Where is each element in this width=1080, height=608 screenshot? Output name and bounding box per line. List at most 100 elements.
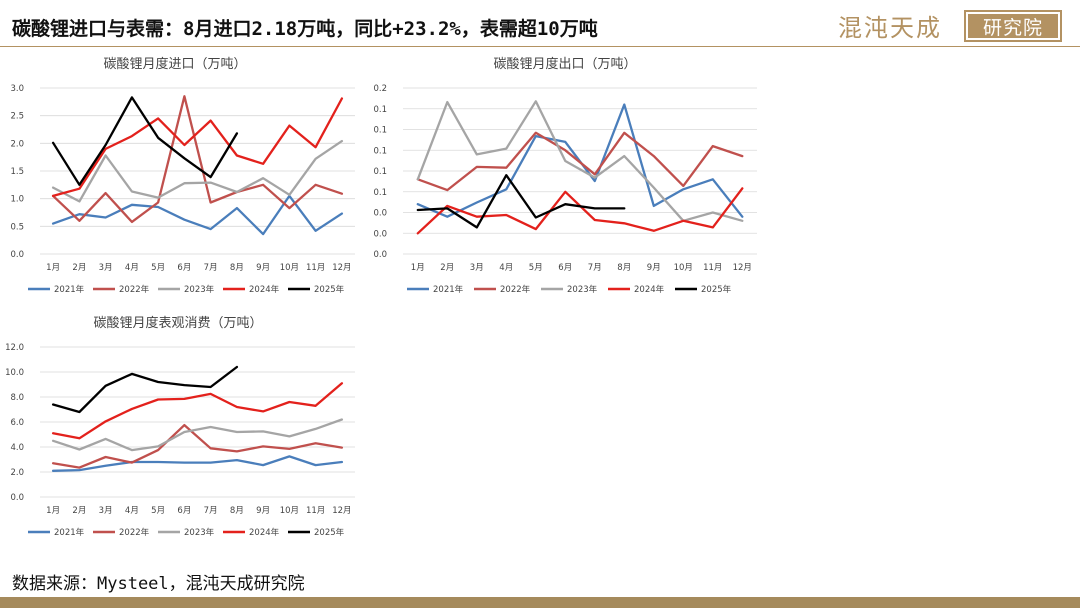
x-tick-label: 3月 <box>99 506 113 516</box>
chart-title: 碳酸锂月度表观消费（万吨） <box>93 315 262 331</box>
legend-label: 2021年 <box>54 284 85 295</box>
y-tick-label: 0.0 <box>373 229 387 239</box>
y-tick-label: 2.5 <box>10 112 24 122</box>
legend-label: 2023年 <box>184 527 215 538</box>
x-tick-label: 1月 <box>46 263 60 273</box>
page-headline: 碳酸锂进口与表需：8月进口2.18万吨，同比+23.2%，表需超10万吨 <box>12 18 598 40</box>
y-tick-label: 1.5 <box>10 167 24 177</box>
series-line-2022年 <box>51 95 344 224</box>
logo-box-text: 研究院 <box>964 10 1062 42</box>
x-tick-label: 2月 <box>72 506 86 516</box>
legend-label: 2023年 <box>567 284 598 295</box>
series-line-2024年 <box>51 97 344 198</box>
y-tick-label: 6.0 <box>10 418 24 428</box>
y-tick-label: 0.0 <box>10 250 24 260</box>
company-logo: 混沌天成 研究院 <box>838 4 1070 44</box>
legend-label: 2025年 <box>701 284 732 295</box>
y-tick-label: 0.0 <box>373 209 387 219</box>
legend-label: 2022年 <box>119 527 150 538</box>
x-tick-label: 10月 <box>280 263 299 273</box>
legend-label: 2021年 <box>54 527 85 538</box>
x-tick-label: 4月 <box>125 263 139 273</box>
y-tick-label: 3.0 <box>10 84 24 94</box>
series-line-2022年 <box>416 131 744 192</box>
series-line-2021年 <box>416 103 744 218</box>
series-line-2024年 <box>416 187 744 235</box>
x-tick-label: 11月 <box>703 263 722 273</box>
legend-label: 2024年 <box>634 284 665 295</box>
x-tick-label: 12月 <box>332 506 351 516</box>
y-tick-label: 0.1 <box>373 146 387 156</box>
x-tick-label: 10月 <box>280 506 299 516</box>
y-tick-label: 0.1 <box>373 167 387 177</box>
chart-title: 碳酸锂月度出口（万吨） <box>493 56 636 72</box>
series-line-2022年 <box>51 423 344 469</box>
data-source-note: 数据来源：Mysteel，混沌天成研究院 <box>12 574 305 594</box>
y-tick-label: 1.0 <box>10 195 24 205</box>
x-tick-label: 12月 <box>733 263 752 273</box>
x-tick-label: 7月 <box>204 506 218 516</box>
series-line-2021年 <box>51 455 344 472</box>
y-tick-label: 0.0 <box>10 493 24 503</box>
series-line-2023年 <box>51 139 344 203</box>
y-tick-label: 0.1 <box>373 105 387 115</box>
series-line-2021年 <box>51 194 344 236</box>
y-tick-label: 0.0 <box>373 250 387 260</box>
consumption-chart: 碳酸锂月度表观消费（万吨） 0.0 2.0 4.0 6.0 8.0 10.0 12.0 1月 2月… <box>5 315 355 538</box>
x-tick-label: 11月 <box>306 263 325 273</box>
series-line-2025年 <box>51 365 239 414</box>
legend-label: 2023年 <box>184 284 215 295</box>
legend-label: 2025年 <box>314 527 345 538</box>
x-tick-label: 1月 <box>411 263 425 273</box>
y-tick-label: 0.2 <box>373 84 387 94</box>
x-tick-label: 5月 <box>151 263 165 273</box>
x-tick-label: 9月 <box>256 506 270 516</box>
x-tick-label: 12月 <box>332 263 351 273</box>
x-tick-label: 2月 <box>440 263 454 273</box>
x-tick-label: 4月 <box>499 263 513 273</box>
x-tick-label: 8月 <box>230 263 244 273</box>
x-tick-label: 5月 <box>529 263 543 273</box>
export-chart: 碳酸锂月度出口（万吨） 0.0 0.0 0.0 0.1 0.1 0.1 0.1 0.1 0.2 1月… <box>373 56 757 295</box>
y-tick-label: 8.0 <box>10 393 24 403</box>
series-line-2023年 <box>416 100 744 222</box>
y-tick-label: 0.1 <box>373 126 387 136</box>
legend-label: 2024年 <box>249 284 280 295</box>
legend-label: 2021年 <box>433 284 464 295</box>
x-tick-label: 5月 <box>151 506 165 516</box>
x-tick-label: 4月 <box>125 506 139 516</box>
x-tick-label: 8月 <box>230 506 244 516</box>
x-tick-label: 9月 <box>647 263 661 273</box>
x-tick-label: 3月 <box>99 263 113 273</box>
series-line-2024年 <box>51 382 344 440</box>
y-tick-label: 2.0 <box>10 468 24 478</box>
y-tick-label: 0.5 <box>10 222 24 232</box>
legend-label: 2022年 <box>119 284 150 295</box>
y-tick-label: 0.1 <box>373 188 387 198</box>
series-line-2023年 <box>51 418 344 452</box>
x-tick-label: 11月 <box>306 506 325 516</box>
series-line-2025年 <box>51 96 239 186</box>
y-tick-label: 2.0 <box>10 139 24 149</box>
bottom-bar <box>0 597 1080 608</box>
x-tick-label: 7月 <box>588 263 602 273</box>
series-line-2025年 <box>416 174 626 229</box>
header-divider <box>0 46 1080 47</box>
x-tick-label: 2月 <box>72 263 86 273</box>
chart-title: 碳酸锂月度进口（万吨） <box>103 56 246 72</box>
x-tick-label: 10月 <box>674 263 693 273</box>
x-tick-label: 7月 <box>204 263 218 273</box>
x-tick-label: 8月 <box>617 263 631 273</box>
legend-label: 2024年 <box>249 527 280 538</box>
y-tick-label: 12.0 <box>5 343 24 353</box>
legend-label: 2022年 <box>500 284 531 295</box>
x-tick-label: 6月 <box>558 263 572 273</box>
import-chart: 碳酸锂月度进口（万吨） 0.0 0.5 1.0 1.5 2.0 2.5 3.0 1月 2月 3月 4月… <box>10 56 355 295</box>
x-tick-label: 6月 <box>177 263 191 273</box>
y-tick-label: 10.0 <box>5 368 24 378</box>
x-tick-label: 1月 <box>46 506 60 516</box>
y-tick-label: 4.0 <box>10 443 24 453</box>
x-tick-label: 6月 <box>177 506 191 516</box>
x-tick-label: 9月 <box>256 263 270 273</box>
logo-text: 混沌天成 <box>838 14 942 42</box>
